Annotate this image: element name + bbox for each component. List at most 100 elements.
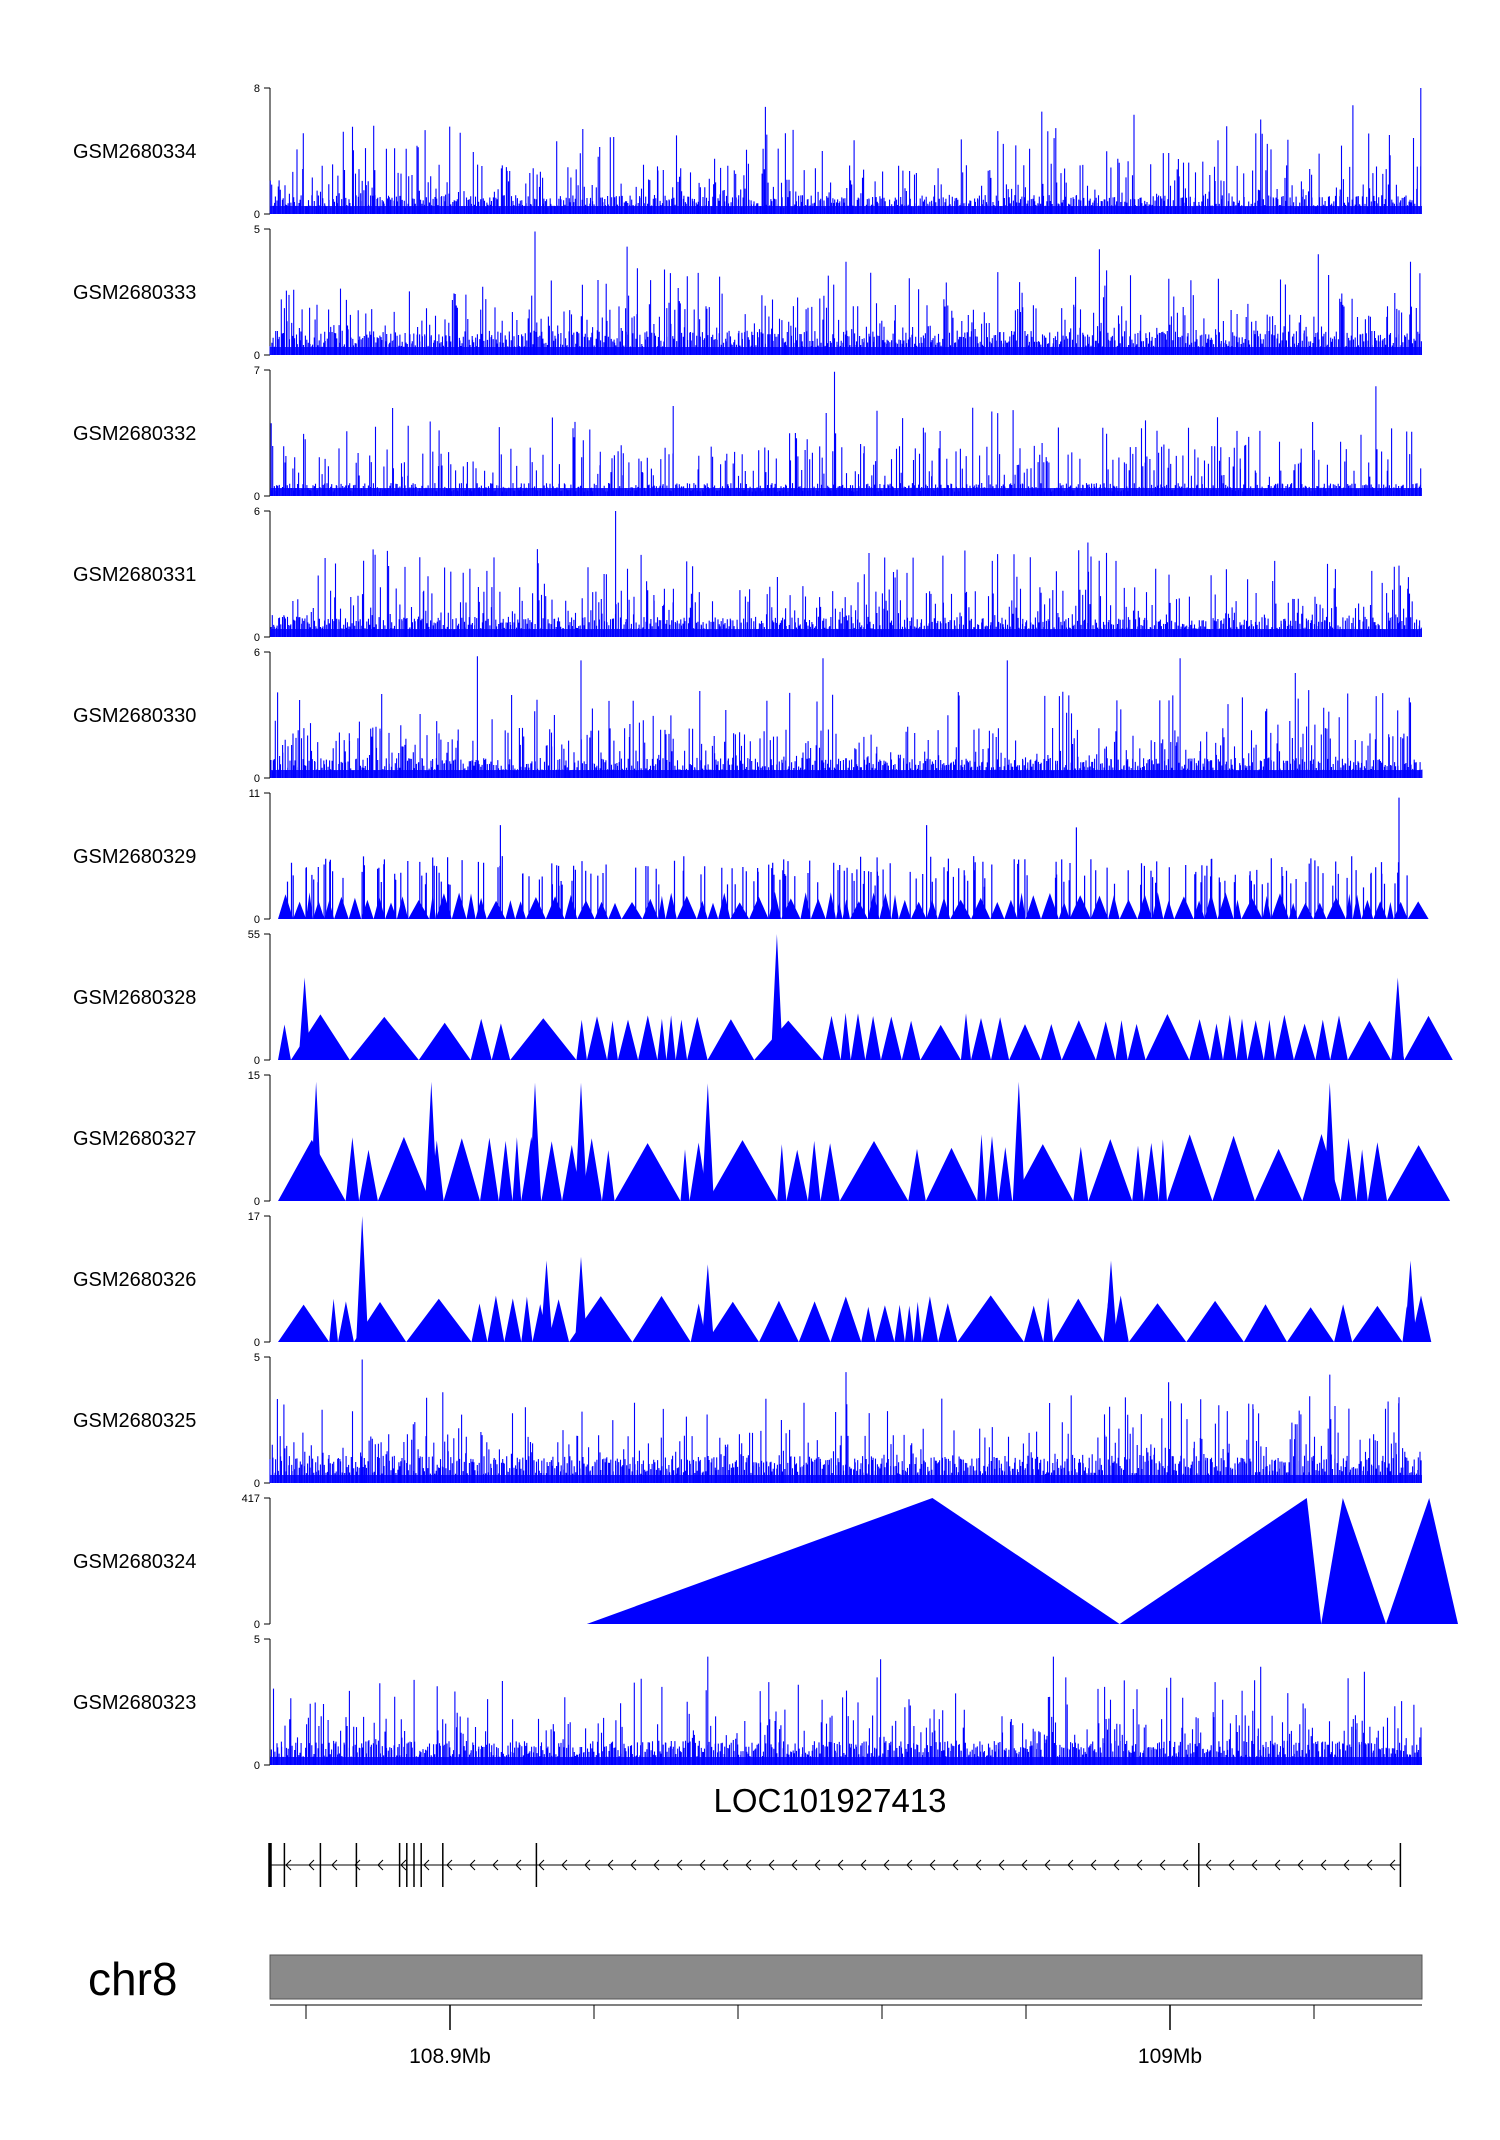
strand-arrow: [492, 1859, 499, 1871]
y-tick-label: 11: [249, 788, 260, 800]
strand-arrow: [1343, 1859, 1350, 1871]
track-GSM2680328: GSM2680328 55 0: [73, 929, 1453, 1067]
y-tick-label: 5: [254, 1634, 260, 1646]
y-tick-label: 6: [254, 506, 260, 518]
strand-arrow: [1297, 1859, 1304, 1871]
strand-arrow: [515, 1859, 522, 1871]
track-GSM2680329: GSM2680329 11 0: [73, 788, 1429, 926]
strand-arrow: [1113, 1859, 1120, 1871]
track-label: GSM2680323: [73, 1692, 196, 1714]
y-tick-label: 0: [254, 914, 260, 926]
coverage-signal: [269, 1359, 1422, 1483]
strand-arrow: [837, 1859, 844, 1871]
strand-arrow: [400, 1859, 407, 1871]
y-tick-label: 6: [254, 647, 260, 659]
y-tick-label: 0: [254, 1055, 260, 1067]
track-label: GSM2680327: [73, 1128, 196, 1150]
strand-arrow: [791, 1859, 798, 1871]
strand-arrow: [538, 1859, 545, 1871]
y-tick-label: 17: [248, 1211, 260, 1223]
strand-arrow: [929, 1859, 936, 1871]
coverage-baseline: [270, 1475, 1422, 1483]
y-tick-label: 0: [254, 1196, 260, 1208]
strand-arrow: [584, 1859, 591, 1871]
strand-arrow: [607, 1859, 614, 1871]
track-label: GSM2680328: [73, 987, 196, 1009]
coverage-baseline: [270, 488, 1422, 496]
coverage-triangle: [1119, 1498, 1322, 1624]
track-GSM2680331: GSM2680331 6 0: [73, 506, 1422, 644]
y-tick-label: 0: [254, 1760, 260, 1772]
strand-arrow: [423, 1859, 430, 1871]
strand-arrow: [285, 1859, 292, 1871]
strand-arrow: [653, 1859, 660, 1871]
strand-arrow: [860, 1859, 867, 1871]
coverage-triangle: [1386, 1498, 1458, 1624]
track-GSM2680333: GSM2680333 5 0: [73, 224, 1422, 362]
track-GSM2680326: GSM2680326 17 0: [73, 1211, 1432, 1349]
strand-arrow: [331, 1859, 338, 1871]
track-GSM2680325: GSM2680325 5 0: [73, 1352, 1422, 1490]
track-GSM2680327: GSM2680327 15 0: [73, 1070, 1451, 1208]
track-label: GSM2680331: [73, 564, 196, 586]
strand-arrow: [952, 1859, 959, 1871]
coverage-signal: [286, 797, 1408, 919]
strand-arrow: [768, 1859, 775, 1871]
coverage-baseline: [270, 206, 1422, 214]
coverage-triangle: [1321, 1498, 1386, 1624]
strand-arrow: [308, 1859, 315, 1871]
strand-arrow: [446, 1859, 453, 1871]
strand-arrow: [1366, 1859, 1373, 1871]
y-tick-label: 0: [254, 209, 260, 221]
track-label: GSM2680332: [73, 423, 196, 445]
y-tick-label: 8: [254, 83, 260, 95]
strand-arrow: [630, 1859, 637, 1871]
coverage-signal: [270, 511, 1422, 637]
x-tick-label: 109Mb: [1138, 2045, 1202, 2068]
strand-arrow: [676, 1859, 683, 1871]
track-GSM2680332: GSM2680332 7 0: [73, 365, 1422, 503]
y-tick-label: 5: [254, 1352, 260, 1364]
y-tick-label: 0: [254, 1337, 260, 1349]
y-tick-label: 0: [254, 491, 260, 503]
coverage-tracks: GSM268033480GSM268033350GSM268033270GSM2…: [73, 83, 1458, 1772]
coverage-baseline: [270, 629, 1422, 637]
y-tick-label: 417: [242, 1493, 260, 1505]
track-label: GSM2680333: [73, 282, 196, 304]
strand-arrow: [1159, 1859, 1166, 1871]
strand-arrow: [469, 1859, 476, 1871]
strand-arrow: [906, 1859, 913, 1871]
strand-arrow: [998, 1859, 1005, 1871]
strand-arrow: [975, 1859, 982, 1871]
coverage-area: [278, 1012, 1453, 1060]
coverage-signal: [270, 371, 1422, 496]
y-tick-label: 0: [254, 350, 260, 362]
track-label: GSM2680326: [73, 1269, 196, 1291]
coverage-baseline: [270, 770, 1422, 778]
chromosome-label: chr8: [88, 1953, 177, 2005]
track-GSM2680334: GSM2680334 8 0: [73, 83, 1422, 221]
y-tick-label: 5: [254, 224, 260, 236]
strand-arrow: [561, 1859, 568, 1871]
gene-name: LOC101927413: [713, 1782, 946, 1819]
strand-arrow: [1228, 1859, 1235, 1871]
gene-track: LOC101927413: [268, 1782, 1402, 1887]
track-label: GSM2680330: [73, 705, 196, 727]
strand-arrow: [1021, 1859, 1028, 1871]
coverage-signal: [269, 231, 1422, 355]
strand-arrow: [814, 1859, 821, 1871]
strand-arrow: [354, 1859, 361, 1871]
strand-arrow: [722, 1859, 729, 1871]
strand-arrow: [745, 1859, 752, 1871]
chromosome-axis: chr8 108.9Mb 109Mb: [88, 1953, 1423, 2068]
strand-arrow: [1090, 1859, 1097, 1871]
y-tick-label: 0: [254, 1619, 260, 1631]
strand-arrow: [1205, 1859, 1212, 1871]
track-label: GSM2680329: [73, 846, 196, 868]
strand-arrow: [1044, 1859, 1051, 1871]
y-tick-label: 7: [254, 365, 260, 377]
coverage-baseline: [270, 347, 1422, 355]
strand-arrow: [1136, 1859, 1143, 1871]
track-label: GSM2680334: [73, 141, 196, 163]
y-tick-label: 0: [254, 1478, 260, 1490]
